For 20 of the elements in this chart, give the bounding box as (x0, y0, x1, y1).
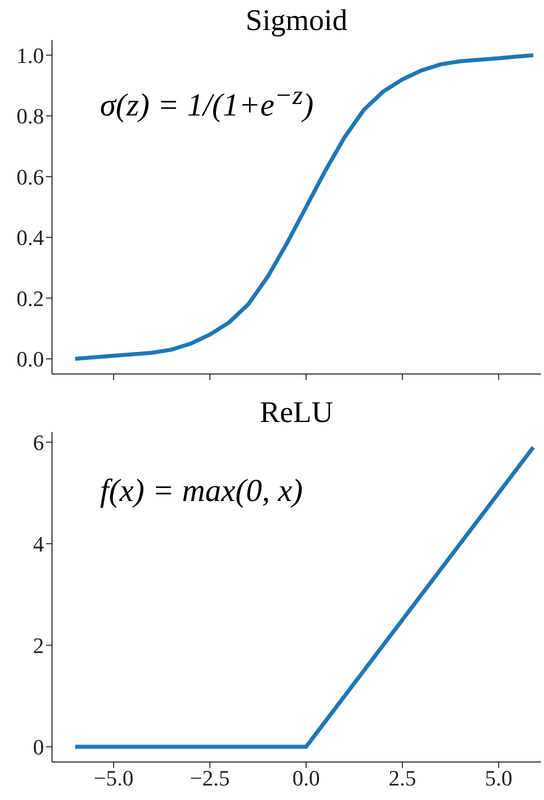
annotation: f(x) = max(0, x) (100, 472, 303, 509)
x-tick-label: −2.5 (190, 766, 230, 791)
chart-title: ReLU (258, 396, 334, 430)
y-tick-label: 6 (33, 430, 44, 455)
y-tick-label: 0.2 (16, 286, 44, 311)
chart-title: Sigmoid (244, 4, 348, 38)
x-tick-label: 0.0 (292, 766, 320, 791)
line-series (73, 53, 536, 361)
annotation: σ(z) = 1/(1+e$^{−z}$) (100, 80, 314, 124)
y-tick-label: 0.4 (16, 225, 44, 250)
x-tick-label: −5.0 (94, 766, 134, 791)
y-tick-label: 0 (33, 734, 44, 760)
y-tick-label: 0.6 (16, 164, 44, 190)
y-tick-label: 2 (33, 633, 44, 658)
y-tick-label: 0.0 (16, 346, 44, 372)
y-tick-label: 0.8 (16, 104, 44, 129)
y-tick-label: 1.0 (16, 42, 44, 68)
y-tick-label: 4 (33, 532, 44, 556)
x-tick-label: 5.0 (484, 766, 512, 791)
x-tick-label: 2.5 (388, 766, 416, 791)
